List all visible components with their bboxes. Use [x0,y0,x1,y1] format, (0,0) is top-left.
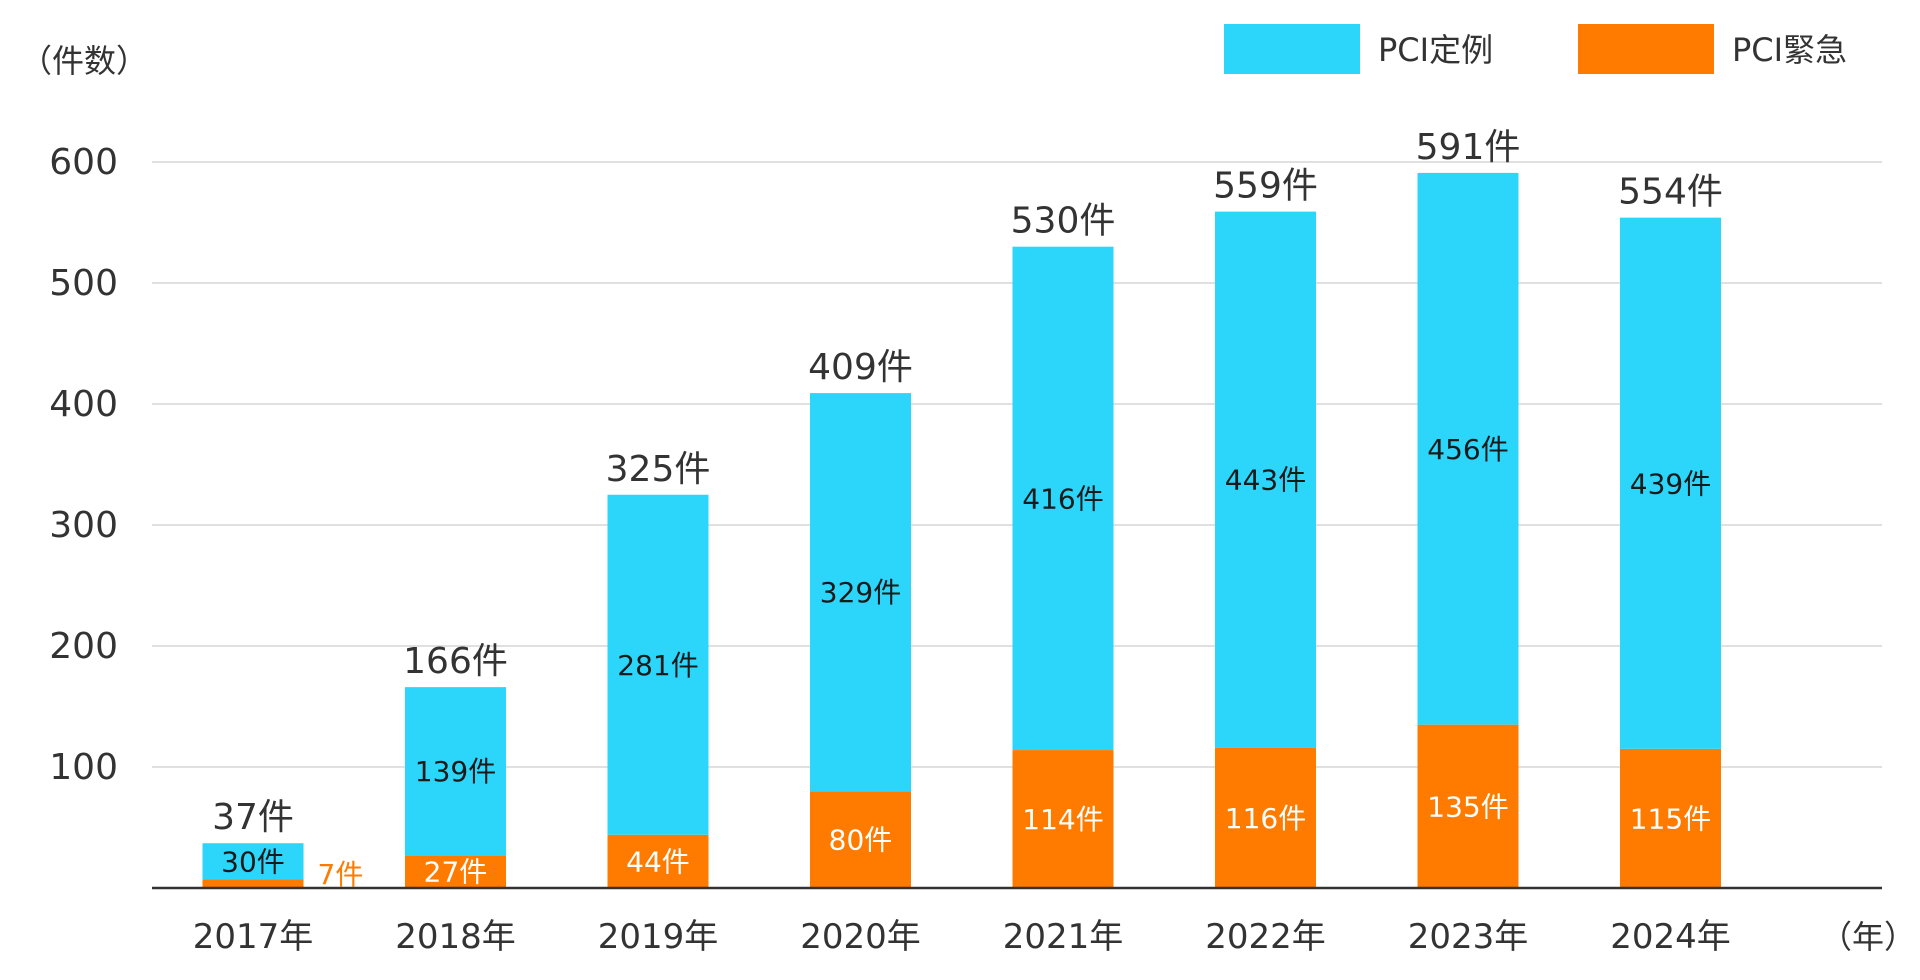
legend: PCI定例 PCI緊急 [1224,24,1847,74]
data-label-pci-emergency: 116件 [1225,802,1306,835]
bar-pci-regular [1215,211,1316,748]
bar-pci-regular [810,393,911,792]
total-label: 37件 [212,797,294,838]
data-label-pci-regular: 443件 [1225,464,1306,497]
data-label-pci-regular: 416件 [1022,482,1103,515]
bar-pci-emergency [810,791,911,888]
x-axis-unit-label: （年） [1820,918,1916,956]
data-label-pci-regular: 456件 [1427,433,1508,466]
total-label: 554件 [1618,172,1723,213]
data-label-pci-emergency: 114件 [1022,803,1103,836]
data-label-pci-emergency: 44件 [626,845,690,878]
y-tick-label: 200 [49,626,118,667]
x-tick-label: 2017年 [193,917,314,957]
y-tick-label: 500 [49,263,118,304]
y-axis-unit-label: （件数） [20,42,148,80]
legend-swatch [1224,24,1360,74]
bar-pci-emergency [1012,750,1114,888]
bar-pci-regular [1620,217,1721,749]
bar-pci-emergency [1620,748,1721,888]
x-tick-label: 2019年 [598,917,719,957]
x-tick-label: 2020年 [800,917,921,957]
x-axis-ticks: 2017年 2018年 2019年 2020年 2021年 2022年 2023年 2024年 [193,917,1731,957]
legend-label: PCI定例 [1378,31,1493,69]
data-label-pci-regular: 281件 [617,649,698,682]
y-tick-label: 300 [49,505,118,546]
bar-pci-regular [1012,246,1114,751]
data-label-pci-emergency: 27件 [424,856,488,889]
total-label: 166件 [403,641,508,682]
bar-pci-emergency [607,834,709,888]
bar-pci-regular [202,843,304,880]
total-label: 530件 [1011,201,1116,242]
bars [202,172,1721,888]
total-label: 591件 [1416,127,1521,168]
data-label-pci-emergency: 7件 [318,858,364,891]
bar-pci-regular [607,494,709,835]
y-tick-label: 600 [49,142,118,183]
x-tick-label: 2022年 [1205,917,1326,957]
data-label-pci-emergency: 80件 [829,824,893,857]
x-tick-label: 2023年 [1408,917,1529,957]
y-axis-ticks: 100 200 300 400 500 600 [49,142,118,788]
y-tick-label: 100 [49,747,118,788]
bar-labels: 37件 30件 7件 166件 139件 27件 325件 281件 44件 409件 329件 80… [212,127,1723,891]
y-tick-label: 400 [49,384,118,425]
data-label-pci-regular: 439件 [1630,467,1711,500]
data-label-pci-emergency: 115件 [1630,802,1711,835]
data-label-pci-regular: 329件 [820,576,901,609]
total-label: 409件 [808,347,913,388]
bar-pci-emergency [202,879,304,888]
bar-pci-emergency [1417,724,1519,888]
x-tick-label: 2021年 [1003,917,1124,957]
legend-label: PCI緊急 [1732,31,1847,69]
x-tick-label: 2024年 [1610,917,1731,957]
x-tick-label: 2018年 [395,917,516,957]
bar-pci-regular [405,687,506,856]
bar-pci-emergency [1215,747,1316,888]
data-label-pci-regular: 139件 [415,755,496,788]
legend-swatch [1578,24,1714,74]
data-label-pci-emergency: 135件 [1427,790,1508,823]
total-label: 559件 [1213,166,1318,207]
bar-pci-emergency [405,855,506,888]
bar-pci-regular [1417,172,1519,725]
total-label: 325件 [606,449,711,490]
data-label-pci-regular: 30件 [221,845,285,878]
